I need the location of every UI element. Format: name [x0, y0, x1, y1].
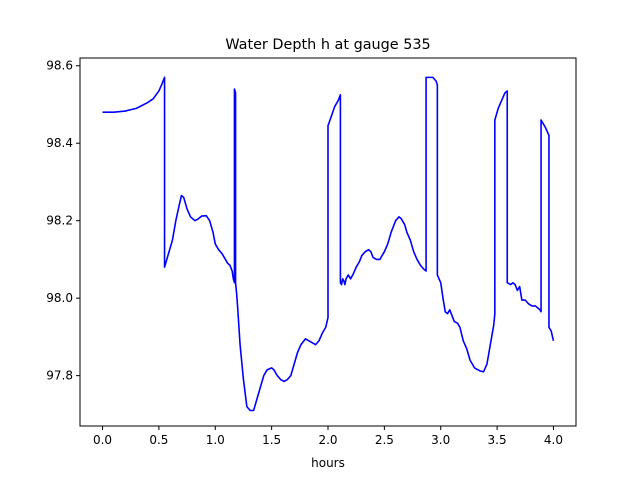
x-tick-label: 1.0	[206, 433, 225, 447]
x-axis-label: hours	[311, 456, 345, 470]
y-tick-label: 98.4	[46, 136, 73, 150]
x-tick-label: 3.5	[488, 433, 507, 447]
chart-title: Water Depth h at gauge 535	[225, 37, 430, 53]
x-tick-label: 0.5	[149, 433, 168, 447]
y-tick-label: 97.8	[46, 369, 73, 383]
x-tick-label: 3.0	[431, 433, 450, 447]
x-tick-label: 2.5	[375, 433, 394, 447]
x-tick-label: 2.0	[318, 433, 337, 447]
x-tick-label: 1.5	[262, 433, 281, 447]
series-line-0	[102, 76, 555, 412]
y-axis: 97.8 98.0 98.2 98.4 98.6	[46, 59, 80, 383]
y-tick-label: 98.0	[46, 291, 73, 305]
x-axis: 0.0 0.5 1.0 1.5 2.0 2.5 3.0 3.5 4.0	[93, 426, 563, 447]
x-tick-label: 0.0	[93, 433, 112, 447]
plot-area	[102, 76, 555, 412]
y-tick-label: 98.2	[46, 214, 73, 228]
y-tick-label: 98.6	[46, 59, 73, 73]
x-tick-label: 4.0	[544, 433, 563, 447]
